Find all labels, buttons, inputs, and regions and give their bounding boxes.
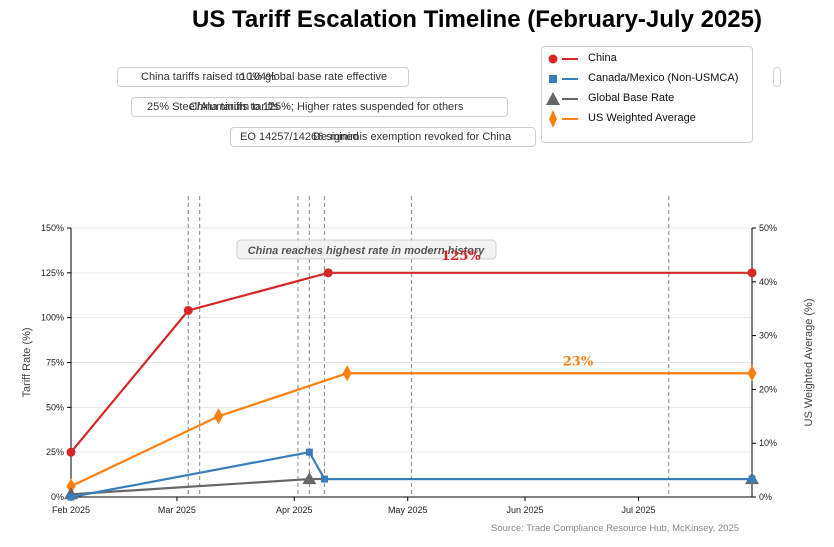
annotation-steel-aluminum: 25% Steel/Aluminum tariffs: [147, 101, 279, 113]
legend-item-canada-mexico: Canada/Mexico (Non-USMCA): [542, 69, 752, 89]
y-tick-label: 75%: [46, 358, 64, 368]
legend-label-global-base: Global Base Rate: [588, 92, 675, 104]
y-tick-label: 150%: [41, 223, 64, 233]
y2-tick-label: 50%: [759, 223, 777, 233]
y-tick-label: 100%: [41, 313, 64, 323]
annotation-box-row2: 25% Steel/Aluminum tariffs China tariffs…: [131, 97, 508, 117]
point-canada-mexico-non-usmca-: [67, 493, 75, 501]
legend-item-china: China: [542, 49, 752, 69]
point-us-weighted-average: [214, 408, 224, 425]
annotation-eo-signed: EO 14257/14266 signed: [240, 131, 359, 143]
point-canada-mexico-non-usmca-: [305, 448, 313, 456]
legend-swatch-global-base: [546, 92, 578, 105]
legend-item-us-weighted: US Weighted Average: [542, 109, 752, 129]
x-tick-label: May 2025: [388, 505, 428, 515]
series-line-china: [70, 271, 752, 453]
x-tick-label: Apr 2025: [276, 505, 313, 515]
annotation-china-125: China tariffs to 125%; Higher rates susp…: [189, 101, 464, 113]
series-line-canada-mexico-non-usmca-: [70, 450, 752, 499]
y2-tick-label: 30%: [759, 331, 777, 341]
annotation-box-row1-right: [773, 67, 781, 87]
point-us-weighted-average: [66, 478, 76, 495]
point-canada-mexico-non-usmca-: [320, 475, 328, 483]
annotation-de-minimis: De minimis exemption revoked for China: [313, 131, 512, 143]
series-line-us-weighted-average: [70, 372, 752, 488]
x-tick-label: Feb 2025: [52, 505, 90, 515]
legend-swatch-canada-mexico: [549, 75, 578, 83]
point-us-weighted-average: [342, 365, 352, 382]
point-china: [747, 268, 757, 278]
point-china: [323, 268, 333, 278]
annotation-china-104: China tariffs raised to 104%: [141, 71, 276, 83]
y2-tick-label: 0%: [759, 492, 772, 502]
data-label-us-weighted: 23%: [563, 354, 594, 369]
y-tick-label: 50%: [46, 402, 64, 412]
annotation-box-row3: EO 14257/14266 signed De minimis exempti…: [230, 127, 536, 147]
y2-tick-label: 10%: [759, 438, 777, 448]
point-china: [66, 447, 76, 457]
chart-title: US Tariff Escalation Timeline (February-…: [192, 6, 762, 33]
legend: China Canada/Mexico (Non-USMCA) Global B…: [541, 46, 753, 143]
legend-label-us-weighted: US Weighted Average: [588, 112, 696, 124]
annotation-box-highest: [236, 239, 497, 260]
legend-item-global-base: Global Base Rate: [542, 89, 752, 109]
legend-label-china: China: [588, 52, 617, 64]
x-tick-label: Jul 2025: [621, 505, 655, 515]
legend-swatch-us-weighted: [549, 110, 578, 128]
data-label-china: 125%: [441, 249, 481, 264]
legend-swatch-china: [548, 54, 578, 64]
y-tick-label: 25%: [46, 447, 64, 457]
point-canada-mexico-non-usmca-: [748, 475, 756, 483]
legend-label-canada-mexico: Canada/Mexico (Non-USMCA): [588, 72, 739, 84]
point-china: [183, 305, 193, 315]
source-note: Source: Trade Compliance Resource Hub, M…: [491, 523, 740, 534]
annotation-highest-rate: China reaches highest rate in modern his…: [248, 245, 485, 257]
x-tick-label: Mar 2025: [158, 505, 196, 515]
annotation-box-row1: China tariffs raised to 104% 10% global …: [117, 67, 409, 87]
y-tick-label: 0%: [51, 492, 64, 502]
point-us-weighted-average: [747, 365, 757, 382]
y2-axis-label: US Weighted Average (%): [803, 299, 815, 427]
point-global-base-rate: [302, 472, 317, 485]
y2-tick-label: 40%: [759, 277, 777, 287]
y2-tick-label: 20%: [759, 384, 777, 394]
y-tick-label: 125%: [41, 268, 64, 278]
annotation-global-base: 10% global base rate effective: [240, 71, 388, 83]
x-tick-label: Jun 2025: [506, 505, 543, 515]
y-axis-label: Tariff Rate (%): [21, 327, 33, 397]
